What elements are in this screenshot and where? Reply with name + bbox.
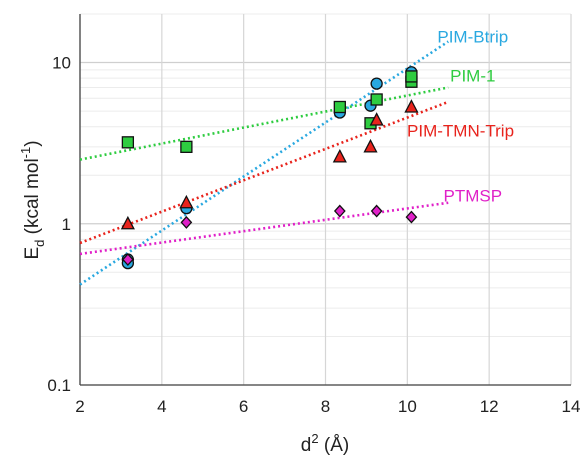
trend-line-pim-tmn-trip (79, 100, 449, 245)
x-tick-label: 12 (480, 397, 499, 416)
x-tick-label: 8 (321, 397, 330, 416)
series-labels: PIM-Btrip PIM-1 PIM-TMN-Trip PTMSP (407, 28, 514, 206)
x-tick-label: 10 (398, 397, 417, 416)
y-tick-label: 0.1 (47, 376, 71, 395)
point-pim-tmn-trip (363, 138, 378, 153)
y-tick-label: 1 (62, 215, 71, 234)
y-axis-unit-pre: (kcal mol (22, 158, 43, 239)
point-pim-1 (180, 140, 193, 153)
x-axis-title: d2 (Å) (301, 431, 349, 456)
y-axis-sub: d (32, 240, 47, 247)
x-axis-sup: 2 (311, 431, 318, 446)
x-tick-label: 4 (157, 397, 166, 416)
trend-lines (79, 40, 449, 286)
grid-lines (79, 13, 572, 386)
y-axis-unit-post: ) (22, 140, 43, 146)
y-axis-base: E (22, 247, 43, 260)
point-pim-1 (405, 70, 418, 83)
point-pim-tmn-trip (332, 148, 347, 163)
x-tick-label: 2 (75, 397, 84, 416)
point-pim-1 (333, 100, 346, 114)
point-pim-tmn-trip (120, 215, 135, 230)
x-axis-unit: (Å) (319, 435, 350, 456)
point-pim-1 (370, 93, 383, 106)
y-tick-label: 10 (52, 54, 71, 73)
point-pim-btrip (370, 77, 383, 90)
trend-line-ptmsp (79, 201, 449, 256)
series-label-pim-1: PIM-1 (450, 67, 495, 86)
point-ptmsp (180, 215, 193, 229)
point-pim-1 (121, 136, 135, 149)
y-axis-title: Ed (kcal mol-1) (18, 140, 47, 259)
x-tick-label: 6 (239, 397, 248, 416)
x-axis-base: d (301, 435, 312, 456)
series-label-ptmsp: PTMSP (444, 186, 503, 205)
x-tick-label: 14 (562, 397, 581, 416)
point-ptmsp (405, 210, 418, 224)
data-markers (120, 66, 419, 270)
series-label-pim-tmn-trip: PIM-TMN-Trip (407, 121, 514, 140)
trend-line-pim-btrip (79, 40, 449, 286)
point-pim-tmn-trip (404, 99, 419, 113)
point-ptmsp (333, 204, 346, 218)
point-pim-tmn-trip (369, 112, 384, 126)
series-label-pim-btrip: PIM-Btrip (437, 28, 508, 47)
tick-labels: 2 4 6 8 10 12 14 0.1 1 10 (47, 54, 580, 416)
point-ptmsp (121, 253, 134, 267)
point-pim-tmn-trip (179, 194, 194, 209)
y-axis-sup: -1 (18, 147, 33, 159)
point-ptmsp (370, 204, 383, 218)
